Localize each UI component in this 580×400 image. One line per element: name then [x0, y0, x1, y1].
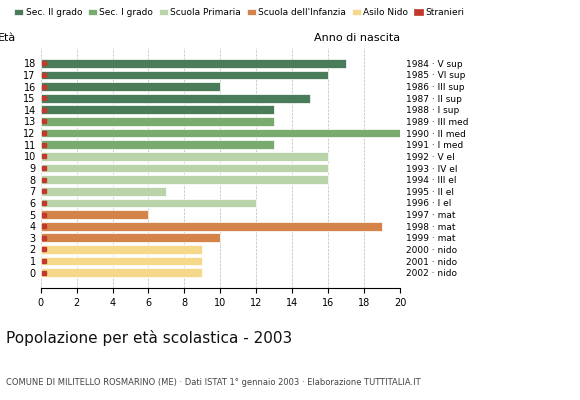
Bar: [41, 187, 166, 196]
Legend: Sec. II grado, Sec. I grado, Scuola Primaria, Scuola dell'Infanzia, Asilo Nido, : Sec. II grado, Sec. I grado, Scuola Prim…: [10, 4, 468, 21]
Bar: [41, 106, 274, 114]
Bar: [41, 164, 328, 172]
Bar: [41, 82, 220, 91]
Bar: [41, 222, 382, 230]
Bar: [41, 152, 328, 161]
Text: Età: Età: [0, 33, 16, 43]
Bar: [41, 140, 274, 149]
Text: Anno di nascita: Anno di nascita: [314, 33, 400, 43]
Text: Popolazione per età scolastica - 2003: Popolazione per età scolastica - 2003: [6, 330, 292, 346]
Bar: [41, 210, 148, 219]
Bar: [41, 234, 220, 242]
Bar: [41, 129, 400, 138]
Bar: [41, 175, 328, 184]
Bar: [41, 59, 346, 68]
Bar: [41, 268, 202, 277]
Text: COMUNE DI MILITELLO ROSMARINO (ME) · Dati ISTAT 1° gennaio 2003 · Elaborazione T: COMUNE DI MILITELLO ROSMARINO (ME) · Dat…: [6, 378, 420, 387]
Bar: [41, 245, 202, 254]
Bar: [41, 70, 328, 79]
Bar: [41, 198, 256, 207]
Bar: [41, 94, 310, 102]
Bar: [41, 257, 202, 266]
Bar: [41, 117, 274, 126]
